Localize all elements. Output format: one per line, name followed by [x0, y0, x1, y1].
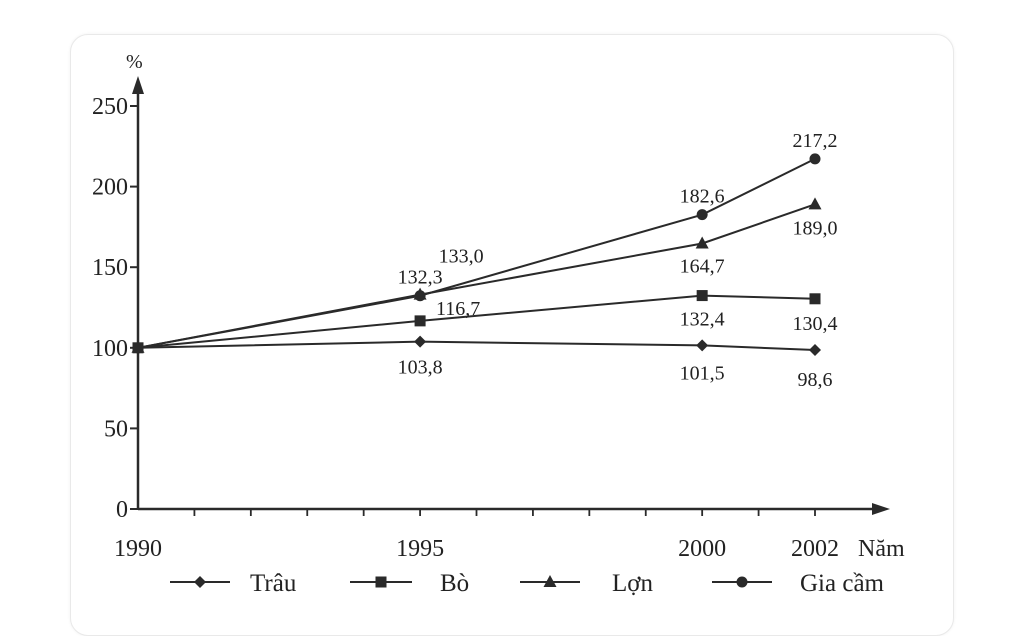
data-labels: 103,8 101,5 98,6 116,7 132,4 130,4 133,0 164,7 1… [398, 130, 838, 391]
x-tick-label: 1990 [114, 536, 162, 562]
data-label: 116,7 [436, 298, 480, 320]
data-point [696, 339, 709, 352]
y-tick-label: 200 [92, 175, 128, 201]
chart-card [70, 34, 954, 636]
legend-marker [736, 576, 748, 588]
y-axis-arrow [132, 76, 144, 94]
data-label: 132,4 [680, 309, 725, 331]
data-point [414, 335, 427, 348]
legend-label: Bò [440, 570, 469, 597]
data-label: 217,2 [793, 130, 838, 152]
livestock-growth-chart: % 0 50 100 150 200 250 1990 1995 2000 2002 Năm 103,… [92, 51, 905, 597]
data-point [132, 342, 144, 354]
legend-marker [375, 576, 387, 588]
data-point [695, 236, 709, 249]
data-point [696, 290, 708, 302]
series-markers [131, 153, 822, 357]
x-tick-label: 2002 [791, 536, 839, 562]
legend-label: Gia cầm [800, 570, 885, 597]
data-label: 103,8 [398, 357, 443, 379]
data-point [414, 290, 426, 302]
y-tick-label: 100 [92, 336, 128, 362]
series-lines [137, 157, 816, 352]
data-point [696, 209, 708, 221]
data-point [809, 344, 821, 357]
data-point [809, 153, 821, 165]
y-axis-unit-label: % [126, 51, 143, 73]
data-label: 133,0 [439, 246, 484, 268]
x-axis-label: Năm [858, 536, 905, 562]
y-tick-label: 250 [92, 94, 128, 120]
y-tick-label: 150 [92, 255, 128, 281]
x-tick-label: 1995 [396, 536, 444, 562]
legend: Trâu Bò Lợn Gia cầm [170, 570, 885, 597]
legend-label: Trâu [250, 570, 297, 597]
data-label: 98,6 [798, 369, 833, 391]
y-tick-label: 50 [104, 416, 128, 442]
data-label: 164,7 [680, 256, 725, 278]
data-label: 189,0 [793, 217, 838, 239]
data-point [809, 293, 821, 305]
data-label: 182,6 [680, 186, 725, 208]
y-tick-label: 0 [116, 497, 128, 523]
axes: % 0 50 100 150 200 250 1990 1995 2000 2002 Năm [92, 51, 905, 562]
x-tick-label: 2000 [678, 536, 726, 562]
legend-label: Lợn [612, 570, 653, 597]
series-line [137, 294, 816, 349]
data-label: 130,4 [793, 313, 838, 335]
data-label: 101,5 [680, 362, 725, 384]
legend-marker [194, 576, 206, 588]
legend-marker [543, 575, 557, 587]
series-line [137, 340, 816, 352]
series-line [137, 157, 816, 349]
data-point [808, 197, 822, 210]
data-label: 132,3 [398, 267, 443, 289]
x-axis-arrow [872, 503, 890, 515]
data-point [414, 315, 426, 327]
